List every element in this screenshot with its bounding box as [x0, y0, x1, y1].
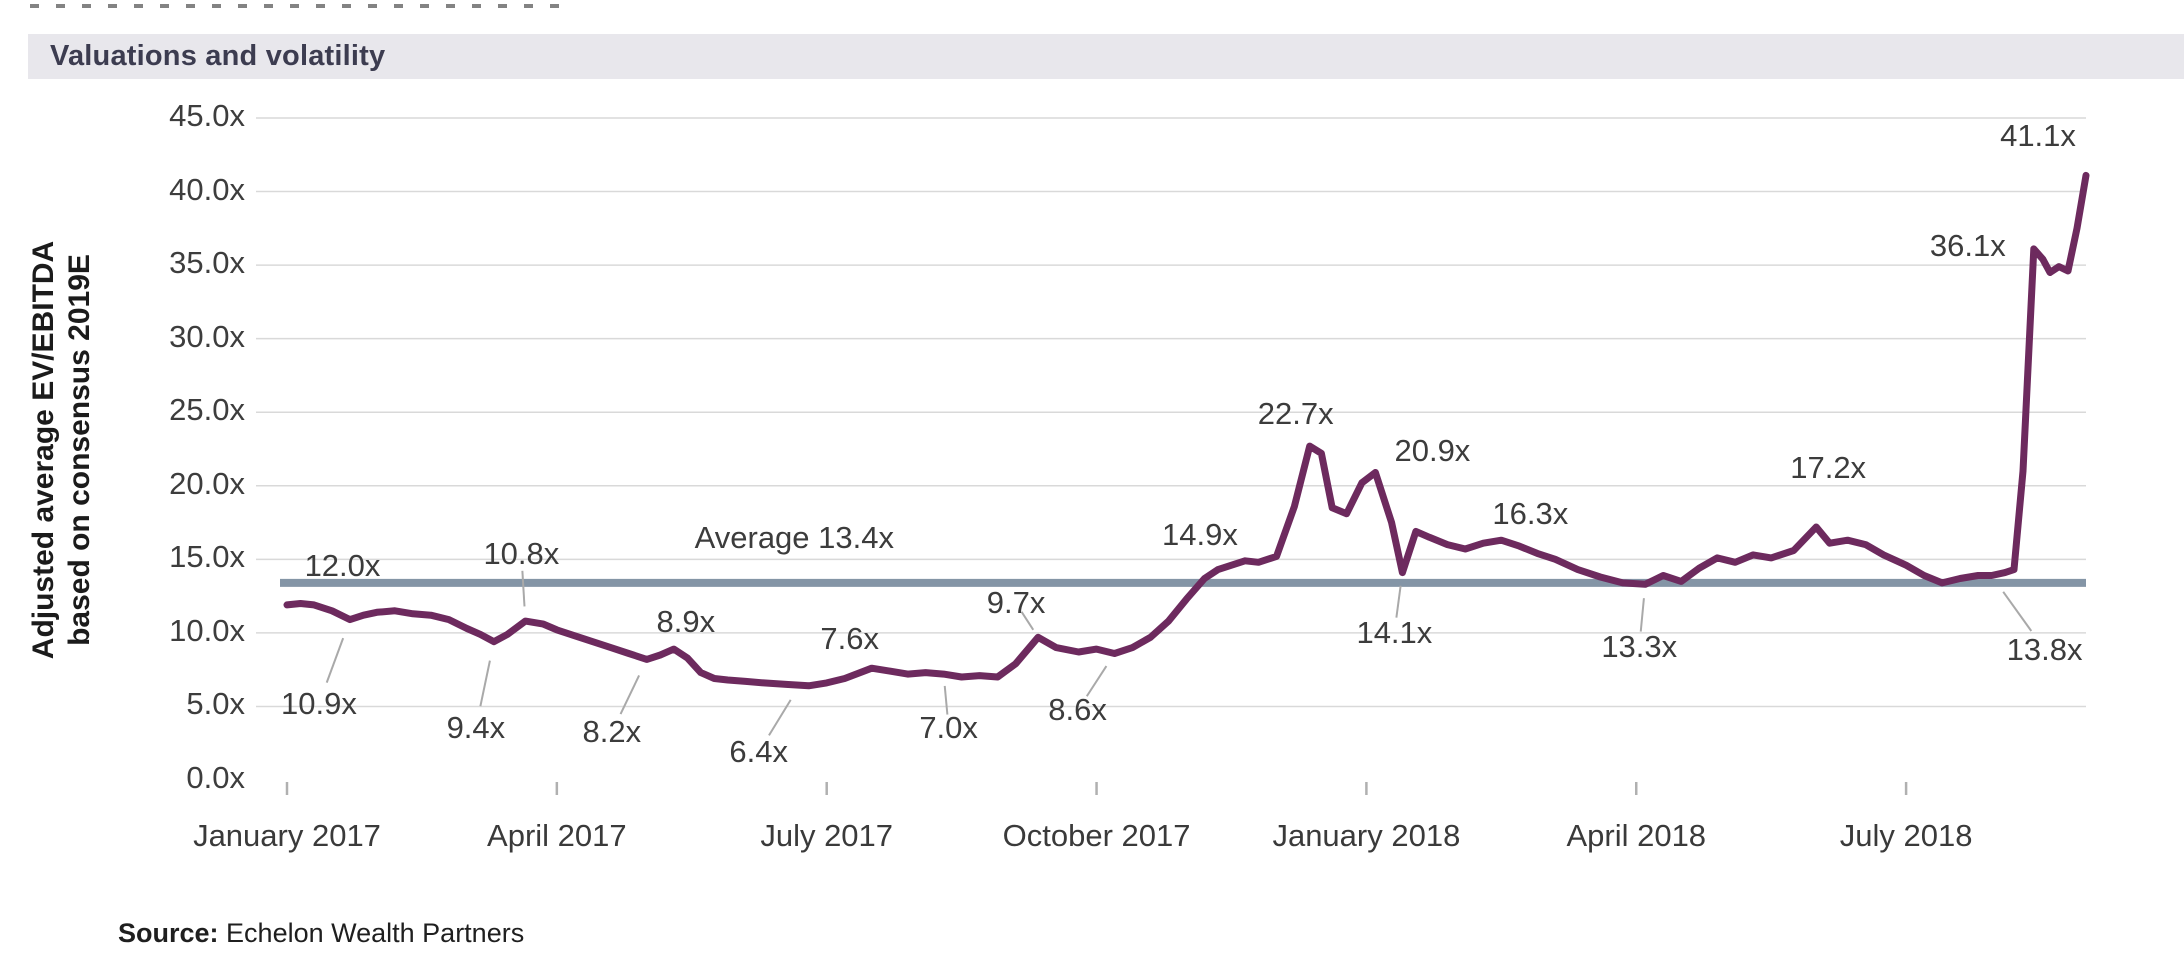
annotation-label: 20.9x: [1394, 432, 1471, 468]
annotation-label: 6.4x: [729, 734, 789, 770]
annotation-label: 8.6x: [1048, 692, 1107, 728]
y-axis-title-line-2: based on consensus 2019E: [63, 254, 96, 646]
x-axis-tick-label: July 2017: [760, 818, 894, 853]
annotation-leader-line: [619, 674, 641, 715]
ev-ebitda-line: [283, 171, 2090, 690]
annotation-label: 17.2x: [1790, 449, 1867, 485]
annotation-label: 14.9x: [1162, 516, 1238, 552]
annotation-leader-line: [1395, 585, 1402, 618]
annotation-label: 8.2x: [582, 714, 642, 750]
annotation-label: 22.7x: [1257, 396, 1334, 432]
annotation-leader-line: [1085, 665, 1108, 697]
annotation-leader-line: [768, 699, 792, 736]
chart-title: Valuations and volatility: [50, 40, 386, 72]
y-axis-tick-label: 15.0x: [169, 539, 245, 575]
annotation-leader-line: [1639, 598, 1645, 632]
x-axis-tick-label: January 2018: [1272, 818, 1461, 853]
x-axis-tick-label: April 2018: [1566, 818, 1707, 853]
x-axis-tick-label: October 2017: [1002, 818, 1191, 853]
annotation-label: 13.3x: [1601, 629, 1678, 665]
annotation-label: 10.9x: [281, 685, 357, 721]
annotation-label: 8.9x: [656, 604, 716, 640]
source-line: Source: Echelon Wealth Partners: [118, 918, 524, 949]
annotation-leader-line: [943, 685, 949, 715]
x-axis-tick-label: July 2018: [1839, 818, 1973, 853]
y-axis-tick-label: 45.0x: [169, 98, 245, 133]
annotation-label: 41.1x: [2000, 118, 2076, 154]
annotation-label: 16.3x: [1492, 496, 1569, 532]
y-axis-title-line-1: Adjusted average EV/EBITDA: [27, 240, 60, 660]
annotation-leader-line: [325, 637, 345, 683]
y-axis-tick-label: 40.0x: [169, 171, 245, 207]
y-axis-tick-label: 25.0x: [169, 392, 245, 428]
y-axis-tick-label: 20.0x: [169, 465, 245, 501]
chart-header-band: Valuations and volatility: [28, 34, 2184, 79]
annotation-leader-line: [479, 660, 491, 707]
annotation-leader-line: [521, 570, 526, 607]
annotation-label: 9.7x: [986, 585, 1046, 621]
x-axis-tick-label: April 2017: [487, 818, 627, 853]
annotation-label: 14.1x: [1356, 614, 1433, 650]
y-axis-tick-label: 0.0x: [186, 760, 245, 795]
x-axis-tick-label: January 2017: [193, 818, 381, 853]
y-axis-title: Adjusted average EV/EBITDA based on cons…: [26, 241, 98, 659]
source-prefix: Source:: [118, 918, 219, 948]
annotation-label: 7.6x: [820, 621, 879, 657]
y-axis-tick-label: 5.0x: [186, 686, 245, 722]
cropped-text-top: [30, 4, 570, 8]
annotation-label: 13.8x: [2006, 631, 2083, 667]
y-axis-tick-label: 35.0x: [169, 245, 245, 281]
annotation-label: 9.4x: [446, 709, 506, 745]
annotation-label: 12.0x: [304, 548, 381, 584]
annotation-leader-line: [2002, 591, 2033, 632]
annotation-label: 36.1x: [1929, 227, 2006, 263]
average-line-label: Average 13.4x: [694, 519, 894, 555]
annotation-label: 7.0x: [919, 710, 978, 746]
y-axis-tick-label: 10.0x: [169, 612, 245, 648]
y-axis-tick-label: 30.0x: [169, 318, 245, 354]
annotation-leader-line: [1020, 611, 1035, 631]
source-text: Echelon Wealth Partners: [226, 918, 525, 948]
annotation-label: 10.8x: [483, 536, 560, 572]
